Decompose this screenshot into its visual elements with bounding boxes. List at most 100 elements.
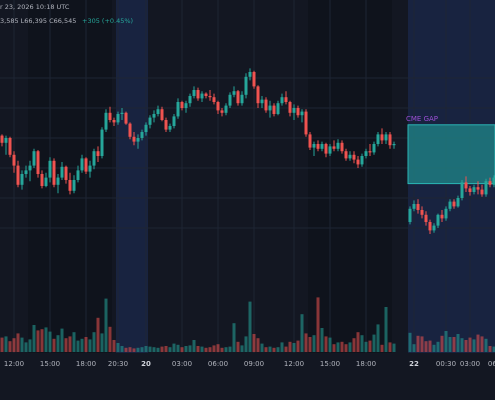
candle-body xyxy=(332,146,336,149)
candle-body xyxy=(204,93,208,96)
candle-body xyxy=(48,160,52,178)
candle-body xyxy=(60,166,64,178)
volume-bar xyxy=(472,339,476,352)
session-highlight-band xyxy=(116,0,148,353)
volume-bar xyxy=(48,331,52,352)
candle-body xyxy=(460,182,464,198)
volume-bar xyxy=(12,338,16,352)
volume-bar xyxy=(336,342,340,352)
volume-bar xyxy=(448,337,452,352)
volume-bar xyxy=(300,314,304,352)
volume-bar xyxy=(224,347,228,352)
candle-body xyxy=(288,102,292,113)
volume-bar xyxy=(220,347,224,352)
volume-bar xyxy=(244,336,248,352)
volume-bar xyxy=(140,347,144,352)
volume-bar xyxy=(332,344,336,352)
candle-body xyxy=(40,174,44,186)
candle-body xyxy=(416,204,420,210)
volume-bar xyxy=(84,337,88,352)
candle-body xyxy=(260,99,264,104)
candle-body xyxy=(256,86,260,104)
candle-body xyxy=(432,225,436,231)
volume-bar xyxy=(0,337,4,352)
x-tick-label: 06:00 xyxy=(488,360,495,368)
volume-bar xyxy=(124,347,128,352)
volume-bar xyxy=(380,344,384,352)
candle-body xyxy=(352,154,356,160)
volume-bar xyxy=(344,344,348,352)
volume-bar xyxy=(44,327,48,352)
volume-bar xyxy=(56,335,60,352)
candle-body xyxy=(240,94,244,104)
x-tick-label: 22 xyxy=(409,360,419,368)
candle-body xyxy=(284,97,288,102)
candle-body xyxy=(12,154,16,166)
volume-bar xyxy=(208,347,212,352)
candle-body xyxy=(20,174,24,185)
candle-body xyxy=(440,214,444,219)
candle-body xyxy=(180,102,184,108)
candle-body xyxy=(120,112,124,114)
candle-body xyxy=(340,142,344,152)
volume-bar xyxy=(324,336,328,352)
candle-body xyxy=(424,214,428,222)
volume-bar xyxy=(200,346,204,352)
candle-body xyxy=(468,188,472,192)
candle-body xyxy=(128,123,132,137)
candle-body xyxy=(132,136,136,142)
volume-bar xyxy=(164,346,168,352)
volume-bar xyxy=(192,340,196,352)
volume-bar xyxy=(120,346,124,352)
volume-bar xyxy=(156,347,160,352)
volume-bar xyxy=(80,338,84,352)
volume-bar xyxy=(416,335,420,352)
volume-bar xyxy=(328,337,332,352)
candle-body xyxy=(320,144,324,149)
x-tick-label: 20:30 xyxy=(108,360,128,368)
x-tick-label: 18:00 xyxy=(76,360,96,368)
candle-body xyxy=(476,187,480,190)
candle-body xyxy=(280,97,284,104)
volume-bar xyxy=(8,341,12,352)
volume-bar xyxy=(76,340,80,352)
x-tick-label: 12:00 xyxy=(284,360,304,368)
volume-bar xyxy=(348,342,352,352)
volume-bar xyxy=(136,347,140,352)
candle-body xyxy=(148,117,152,125)
candle-body xyxy=(200,93,204,99)
candle-body xyxy=(164,120,168,130)
volume-bar xyxy=(264,347,268,352)
volume-bar xyxy=(360,335,364,352)
volume-bar xyxy=(4,336,8,352)
candle-body xyxy=(112,120,116,123)
volume-bar xyxy=(288,341,292,352)
candle-body xyxy=(456,198,460,207)
candle-body xyxy=(8,138,12,155)
candle-body xyxy=(324,144,328,154)
x-tick-label: 09:00 xyxy=(244,360,264,368)
volume-bar xyxy=(412,344,416,352)
volume-bar xyxy=(260,343,264,352)
candle-body xyxy=(88,165,92,172)
volume-bar xyxy=(296,340,300,352)
volume-bar xyxy=(128,347,132,352)
candle-body xyxy=(196,90,200,99)
candle-body xyxy=(236,91,240,104)
candle-body xyxy=(28,165,32,171)
cme-gap-box xyxy=(407,124,495,185)
volume-bar xyxy=(320,328,324,352)
candle-body xyxy=(176,102,180,117)
candle-body xyxy=(192,90,196,96)
candle-body xyxy=(348,154,352,159)
candle-body xyxy=(68,180,72,191)
volume-bar xyxy=(104,298,108,352)
x-tick-label: 06:00 xyxy=(208,360,228,368)
volume-bar xyxy=(368,340,372,352)
candle-body xyxy=(160,109,164,120)
candle-body xyxy=(4,138,8,143)
candle-body xyxy=(272,105,276,114)
candle-body xyxy=(184,103,188,108)
